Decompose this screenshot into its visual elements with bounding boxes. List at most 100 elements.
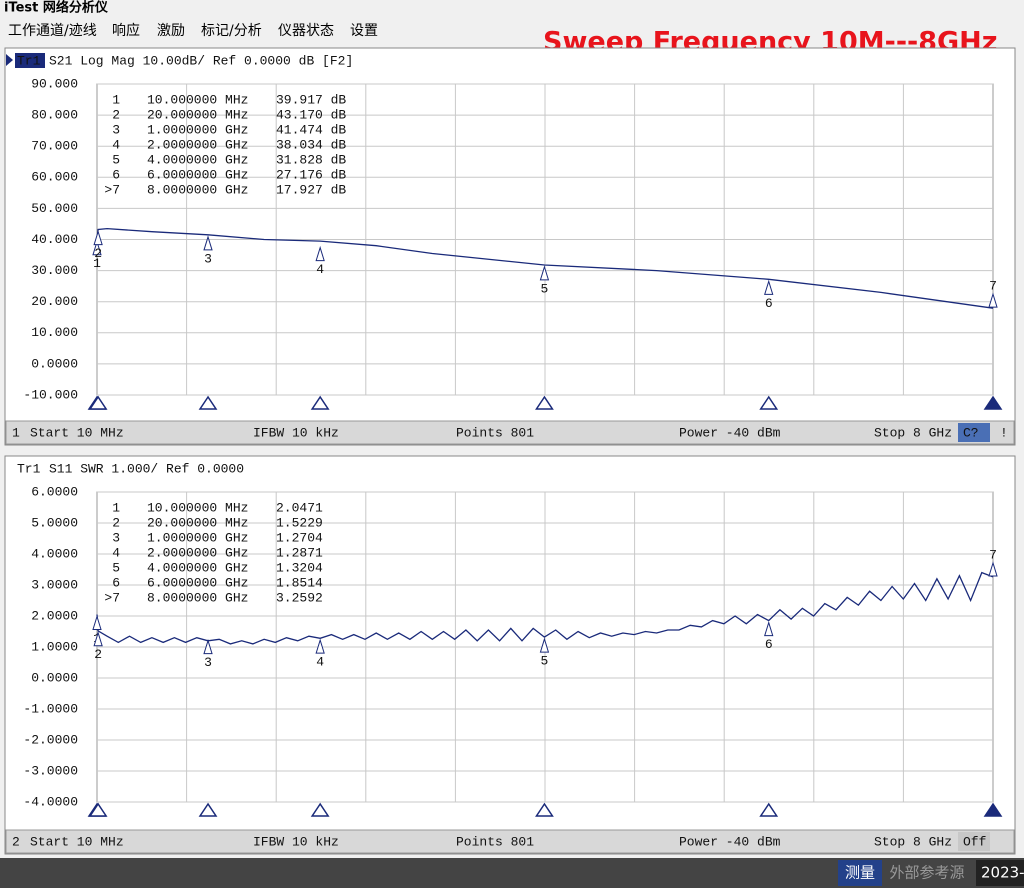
trace-header: S11 SWR 1.000/ Ref 0.0000 (49, 461, 244, 476)
marker-number: 5 (541, 654, 549, 669)
y-tick-label: 90.000 (31, 76, 78, 91)
marker-triangle (988, 292, 998, 308)
marker-table-reading: 1.2871 (276, 545, 323, 560)
marker-table-num: 6 (112, 575, 120, 590)
marker-table-num: 4 (112, 545, 120, 560)
axis-marker (88, 802, 108, 817)
clock: 2023- (981, 864, 1024, 882)
trace-header: S21 Log Mag 10.00dB/ Ref 0.0000 dB [F2] (49, 53, 353, 68)
menu-item[interactable]: 响应 (112, 22, 140, 39)
marker-number: 6 (765, 296, 773, 311)
axis-marker (983, 802, 1003, 817)
marker-triangle (92, 614, 102, 631)
marker-table-reading: 27.176 dB (276, 167, 346, 182)
marker-triangle (539, 637, 550, 653)
marker-table-freq: 20.000000 MHz (147, 515, 248, 530)
marker-table-freq: 10.000000 MHz (147, 92, 248, 107)
marker-number: 4 (316, 262, 324, 277)
y-tick-label: 0.0000 (31, 670, 78, 685)
y-tick-label: -2.0000 (23, 732, 78, 747)
y-tick-label: -3.0000 (23, 763, 78, 778)
marker-table-freq: 2.0000000 GHz (147, 545, 248, 560)
marker-table-freq: 4.0000000 GHz (147, 560, 248, 575)
y-tick-label: 20.000 (31, 294, 78, 309)
marker-table-freq: 8.0000000 GHz (147, 182, 248, 197)
marker-table-freq: 8.0000000 GHz (147, 590, 248, 605)
trace-tag-bg (15, 53, 45, 68)
axis-marker (535, 395, 554, 410)
y-tick-label: 70.000 (31, 139, 78, 154)
menu-item[interactable]: 设置 (350, 23, 378, 39)
axis-marker (535, 802, 554, 817)
marker-triangle (539, 265, 550, 281)
marker-table-reading: 3.2592 (276, 590, 323, 605)
marker-triangle (93, 631, 103, 647)
marker-number: 5 (541, 281, 549, 296)
y-tick-label: 40.000 (31, 232, 78, 247)
marker-number: 7 (989, 279, 997, 294)
marker-table-reading: 2.0471 (276, 500, 323, 515)
marker-number: 6 (765, 637, 773, 652)
marker-number: 1 (93, 256, 101, 271)
marker-table-freq: 4.0000000 GHz (147, 152, 248, 167)
marker-number: 4 (316, 655, 324, 670)
y-tick-label: 10.000 (31, 325, 78, 340)
status-flag-bg (958, 423, 990, 442)
marker-triangle (92, 240, 102, 256)
menu-item[interactable]: 标记/分析 (201, 23, 262, 39)
marker-number: 2 (94, 647, 102, 662)
marker-triangle (203, 638, 213, 655)
menu-item[interactable]: 仪器状态 (278, 23, 334, 39)
marker-table-num: 5 (112, 152, 120, 167)
marker-table-reading: 1.2704 (276, 530, 323, 545)
marker-table-num: 5 (112, 560, 120, 575)
ref-source[interactable]: 外部参考源 (889, 864, 964, 882)
marker-table-num: 3 (112, 122, 120, 137)
marker-number: 2 (94, 246, 102, 261)
marker-triangle (203, 235, 213, 251)
y-tick-label: 50.000 (31, 201, 78, 216)
status-stop: Stop 8 GHz (874, 834, 952, 849)
clock-bg (976, 860, 1024, 886)
status-flag[interactable]: C? (963, 425, 979, 440)
marker-table-reading: 1.8514 (276, 575, 323, 590)
y-tick-label: 5.0000 (31, 515, 78, 530)
marker-table-num: 1 (112, 92, 120, 107)
status-channel: 2 (12, 834, 20, 849)
trace-line (96, 227, 994, 309)
marker-table-num: 2 (112, 515, 120, 530)
y-tick-label: 2.0000 (31, 608, 78, 623)
marker-table-freq: 6.0000000 GHz (147, 575, 248, 590)
axis-marker (310, 802, 330, 817)
y-tick-label: 1.0000 (31, 639, 78, 654)
marker-table-reading: 17.927 dB (276, 182, 346, 197)
y-tick-label: 3.0000 (31, 577, 78, 592)
marker-table-freq: 20.000000 MHz (147, 107, 248, 122)
menu-item[interactable]: 工作通道/迹线 (8, 23, 97, 39)
y-tick-label: 0.0000 (31, 356, 78, 371)
marker-triangle (764, 620, 774, 637)
axis-marker (983, 395, 1003, 410)
trace-tag: Tr1 (17, 53, 41, 68)
axis-marker (759, 395, 779, 410)
status-bar (5, 420, 1015, 445)
y-tick-label: 6.0000 (31, 484, 78, 499)
marker-table-reading: 39.917 dB (276, 92, 346, 107)
marker-triangle (988, 561, 998, 577)
axis-marker (198, 802, 218, 817)
status-flag[interactable]: Off (963, 834, 986, 849)
marker-triangle (764, 279, 774, 295)
active-indicator (6, 54, 13, 66)
menu-item[interactable]: 激励 (157, 22, 185, 39)
status-bar (5, 829, 1015, 854)
marker-table-reading: 31.828 dB (276, 152, 346, 167)
status-start: Start 10 MHz (30, 834, 124, 849)
status-start: Start 10 MHz (30, 425, 124, 440)
axis-marker (310, 395, 330, 410)
marker-table-num: 3 (112, 530, 120, 545)
axis-marker (88, 395, 108, 410)
status-power: Power -40 dBm (679, 425, 781, 440)
measure-button[interactable]: 测量 (845, 864, 875, 882)
marker-table-reading: 1.3204 (276, 560, 323, 575)
